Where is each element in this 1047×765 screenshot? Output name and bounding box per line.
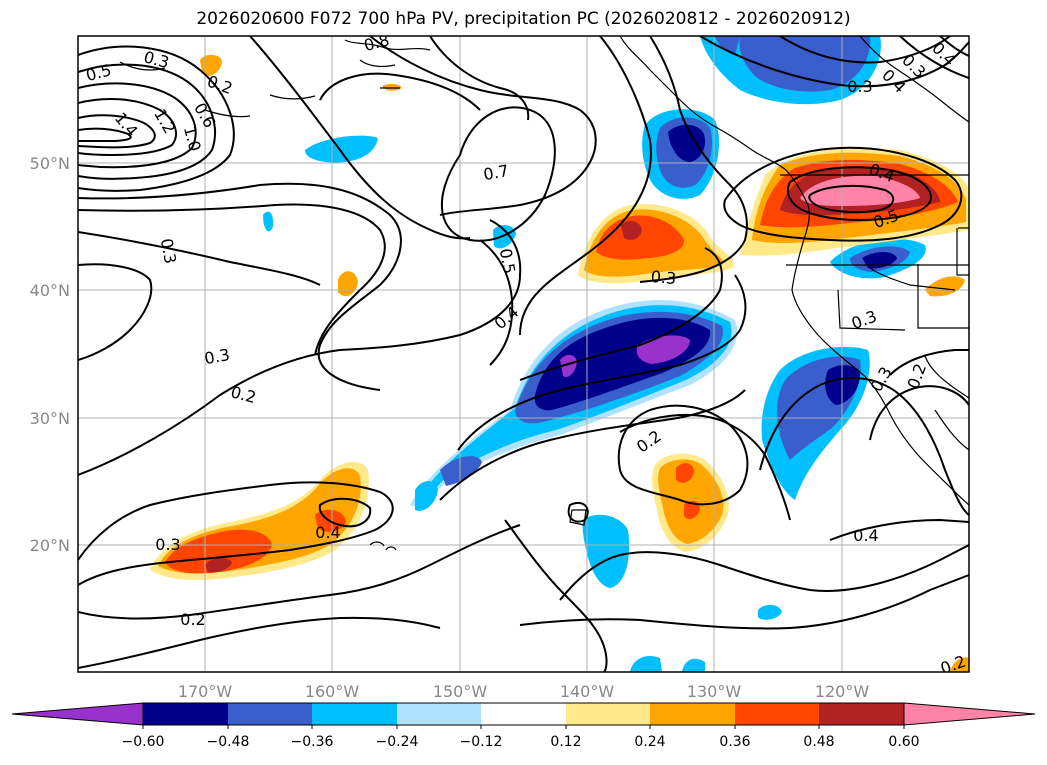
lon-label: 170°W xyxy=(178,682,233,701)
lat-label: 40°N xyxy=(30,281,70,300)
colorbar-tick-label: −0.48 xyxy=(207,734,250,750)
gridlines xyxy=(78,36,969,672)
lon-label: 160°W xyxy=(305,682,360,701)
lon-label: 140°W xyxy=(560,682,615,701)
colorbar-segment xyxy=(566,703,650,725)
lon-label: 130°W xyxy=(687,682,742,701)
map-frame xyxy=(77,35,970,673)
lat-label: 50°N xyxy=(30,154,70,173)
colorbar-tick-label: −0.12 xyxy=(460,734,503,750)
lon-label: 150°W xyxy=(433,682,488,701)
contour-label: 0.2 xyxy=(180,610,205,629)
colorbar-tick-label: 0.48 xyxy=(803,734,834,750)
colorbar-segment xyxy=(735,703,819,725)
lat-label: 20°N xyxy=(30,536,70,555)
chart-title: 2026020600 F072 700 hPa PV, precipitatio… xyxy=(196,9,851,29)
colorbar: −0.60 −0.48 −0.36 −0.24 −0.12 0.12 0.24 … xyxy=(11,702,1036,750)
contour-label: 0.5 xyxy=(496,247,519,275)
contour-label: 0.3 xyxy=(650,267,677,288)
colorbar-extend-left xyxy=(11,702,144,726)
colorbar-segment xyxy=(481,703,566,725)
colorbar-segment xyxy=(143,703,228,725)
contour-label: 0.4 xyxy=(853,526,878,545)
colorbar-tick-label: −0.60 xyxy=(122,734,165,750)
colorbar-segment xyxy=(397,703,481,725)
coastlines xyxy=(119,36,969,551)
precip-shading xyxy=(150,36,969,672)
colorbar-tick-label: 0.12 xyxy=(550,734,581,750)
map-area: 0.5 0.3 0.2 1.4 1.0 1.2 0.8 0.6 0.3 0.7 … xyxy=(78,30,969,679)
lat-label: 30°N xyxy=(30,409,70,428)
colorbar-segment xyxy=(650,703,735,725)
contour-label: 0.3 xyxy=(847,77,872,96)
lat-labels: 50°N 40°N 30°N 20°N xyxy=(30,154,70,555)
colorbar-segment xyxy=(312,703,397,725)
colorbar-tick-label: 0.60 xyxy=(888,734,919,750)
pv-contours xyxy=(78,36,969,672)
colorbar-tick-label: −0.24 xyxy=(376,734,419,750)
colorbar-tick-label: 0.24 xyxy=(634,734,665,750)
contour-label: 0.8 xyxy=(362,30,392,55)
colorbar-tick-label: 0.36 xyxy=(719,734,750,750)
contour-label: 0.3 xyxy=(203,345,231,368)
contour-label: 0.4 xyxy=(315,523,340,542)
colorbar-segment xyxy=(819,703,904,725)
contour-label: 0.2 xyxy=(938,652,968,679)
colorbar-extend-right xyxy=(903,702,1036,726)
colorbar-tick-label: −0.36 xyxy=(291,734,334,750)
contour-label: 0.7 xyxy=(482,161,510,184)
lon-label: 120°W xyxy=(815,682,870,701)
lon-labels: 170°W 160°W 150°W 140°W 130°W 120°W xyxy=(178,682,870,701)
contour-label: 0.3 xyxy=(157,237,180,265)
contour-label: 0.3 xyxy=(155,535,180,554)
colorbar-segment xyxy=(228,703,312,725)
